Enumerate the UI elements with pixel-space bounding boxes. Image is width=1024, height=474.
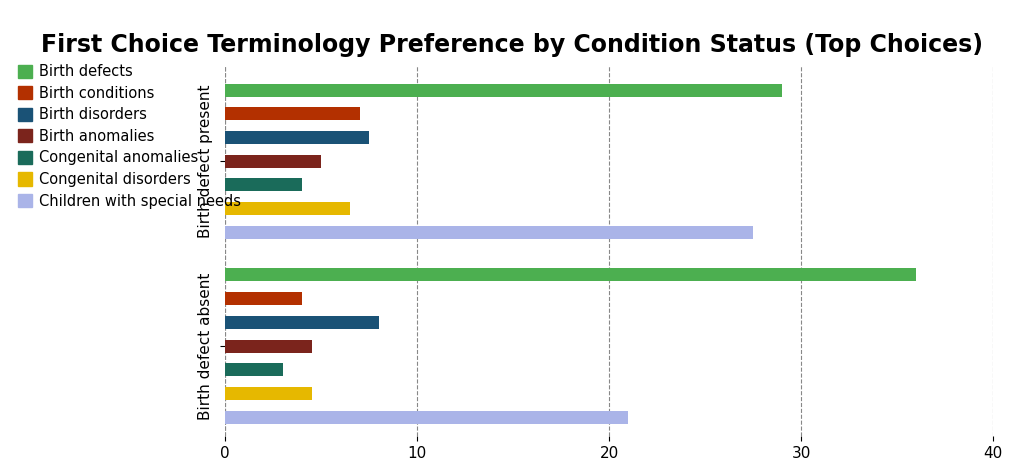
Legend: Birth defects, Birth conditions, Birth disorders, Birth anomalies, Congenital an: Birth defects, Birth conditions, Birth d… xyxy=(17,64,242,209)
Bar xyxy=(225,363,283,376)
Bar xyxy=(225,268,916,282)
Bar xyxy=(225,178,302,191)
Bar xyxy=(225,387,311,400)
Text: First Choice Terminology Preference by Condition Status (Top Choices): First Choice Terminology Preference by C… xyxy=(41,33,983,57)
Bar xyxy=(225,202,350,215)
Bar xyxy=(225,226,754,239)
Bar xyxy=(225,107,359,120)
Bar xyxy=(225,410,629,424)
Bar xyxy=(225,339,311,353)
Bar xyxy=(225,292,302,305)
Bar xyxy=(225,83,782,97)
Bar xyxy=(225,155,322,168)
Bar xyxy=(225,131,370,144)
Bar xyxy=(225,316,379,329)
